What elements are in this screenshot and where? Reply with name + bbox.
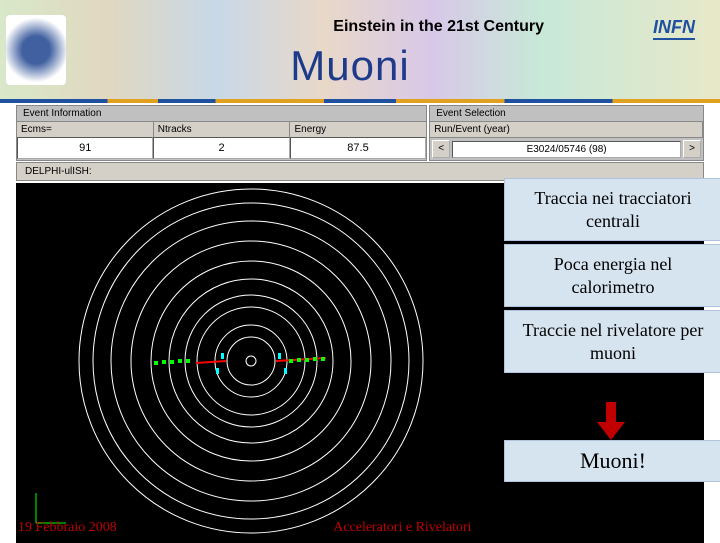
event-panel: Event Information Ecms= Ntracks Energy 9… [16,105,704,181]
header-center: Einstein in the 21st Century Muoni [66,10,634,90]
infn-logo: INFN [634,17,714,82]
run-event-label: Run/Event (year) [430,122,703,138]
ecms-value: 91 [17,137,153,159]
infn-text: INFN [653,17,695,40]
event-information-group: Event Information Ecms= Ntracks Energy 9… [16,105,427,161]
next-event-button[interactable]: > [683,140,701,158]
page-number: 39 [688,520,702,536]
ecms-label: Ecms= [17,122,154,137]
prev-event-button[interactable]: < [432,140,450,158]
event-info-row: Event Information Ecms= Ntracks Energy 9… [16,105,704,161]
event-selection-title: Event Selection [430,106,703,122]
event-info-title: Event Information [17,106,426,122]
einstein-label: Einstein in the 21st Century [333,18,544,36]
annotation-muoni: Muoni! [504,440,720,482]
run-event-field[interactable]: E3024/05746 (98) [452,141,681,158]
energy-value: 87.5 [290,137,426,159]
ntracks-value: 2 [153,137,289,159]
university-logo [6,15,66,85]
slide-header: Einstein in the 21st Century Muoni INFN [0,0,720,103]
annotation-traccia: Traccia nei tracciatori centrali [504,178,720,241]
page-title: Muoni [66,42,634,90]
energy-label: Energy [290,122,426,137]
annotation-energia: Poca energia nel calorimetro [504,244,720,307]
slide-footer: 19 Febbraio 2008 Acceleratori e Rivelato… [0,520,720,536]
annotation-traccie: Traccie nel rivelatore per muoni [504,310,720,373]
footer-date: 19 Febbraio 2008 [18,520,117,536]
detector-svg [16,183,486,543]
event-selection-group: Event Selection Run/Event (year) < E3024… [429,105,704,161]
arrow-down-icon [597,402,625,440]
ntracks-label: Ntracks [154,122,291,137]
footer-center: Acceleratori e Rivelatori [117,520,688,536]
